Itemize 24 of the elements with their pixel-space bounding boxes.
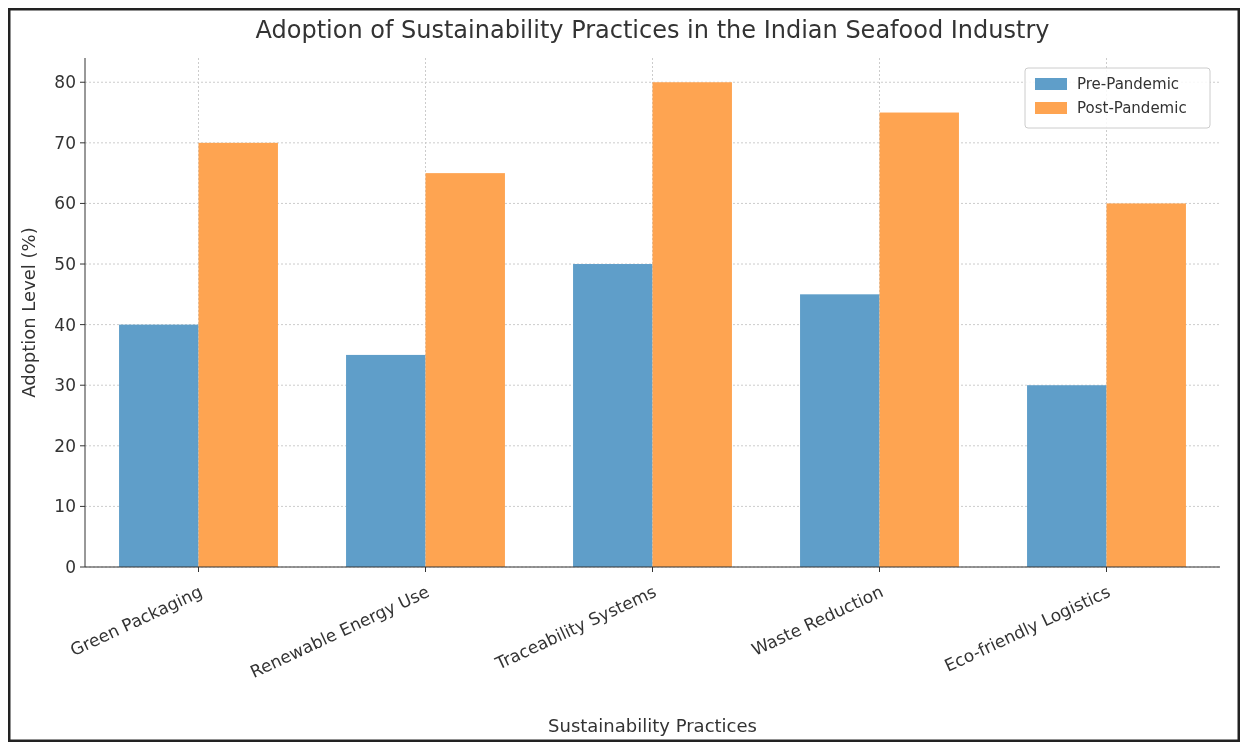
- bar: [1027, 385, 1107, 567]
- legend-label: Pre-Pandemic: [1077, 75, 1180, 94]
- bar: [573, 264, 653, 567]
- bar: [119, 324, 199, 567]
- y-tick-label: 70: [54, 132, 76, 153]
- bar: [346, 354, 426, 567]
- y-tick-label: 60: [54, 193, 76, 214]
- y-tick-label: 50: [54, 253, 76, 274]
- chart-title: Adoption of Sustainability Practices in the Indian Seafood Industry: [255, 16, 1050, 44]
- y-tick-label: 0: [65, 556, 76, 577]
- legend-label: Post-Pandemic: [1077, 99, 1187, 118]
- bar: [1106, 203, 1186, 567]
- y-tick-label: 20: [54, 435, 76, 456]
- y-tick-label: 30: [54, 375, 76, 396]
- bar: [800, 294, 880, 567]
- bar: [652, 82, 732, 567]
- y-tick-label: 40: [54, 314, 76, 335]
- bar: [425, 173, 505, 567]
- y-axis-title: Adoption Level (%): [18, 227, 39, 398]
- bar: [198, 142, 278, 567]
- x-axis-title: Sustainability Practices: [548, 715, 757, 736]
- bar: [879, 112, 959, 567]
- y-tick-label: 10: [54, 496, 76, 517]
- y-tick-label: 80: [54, 72, 76, 93]
